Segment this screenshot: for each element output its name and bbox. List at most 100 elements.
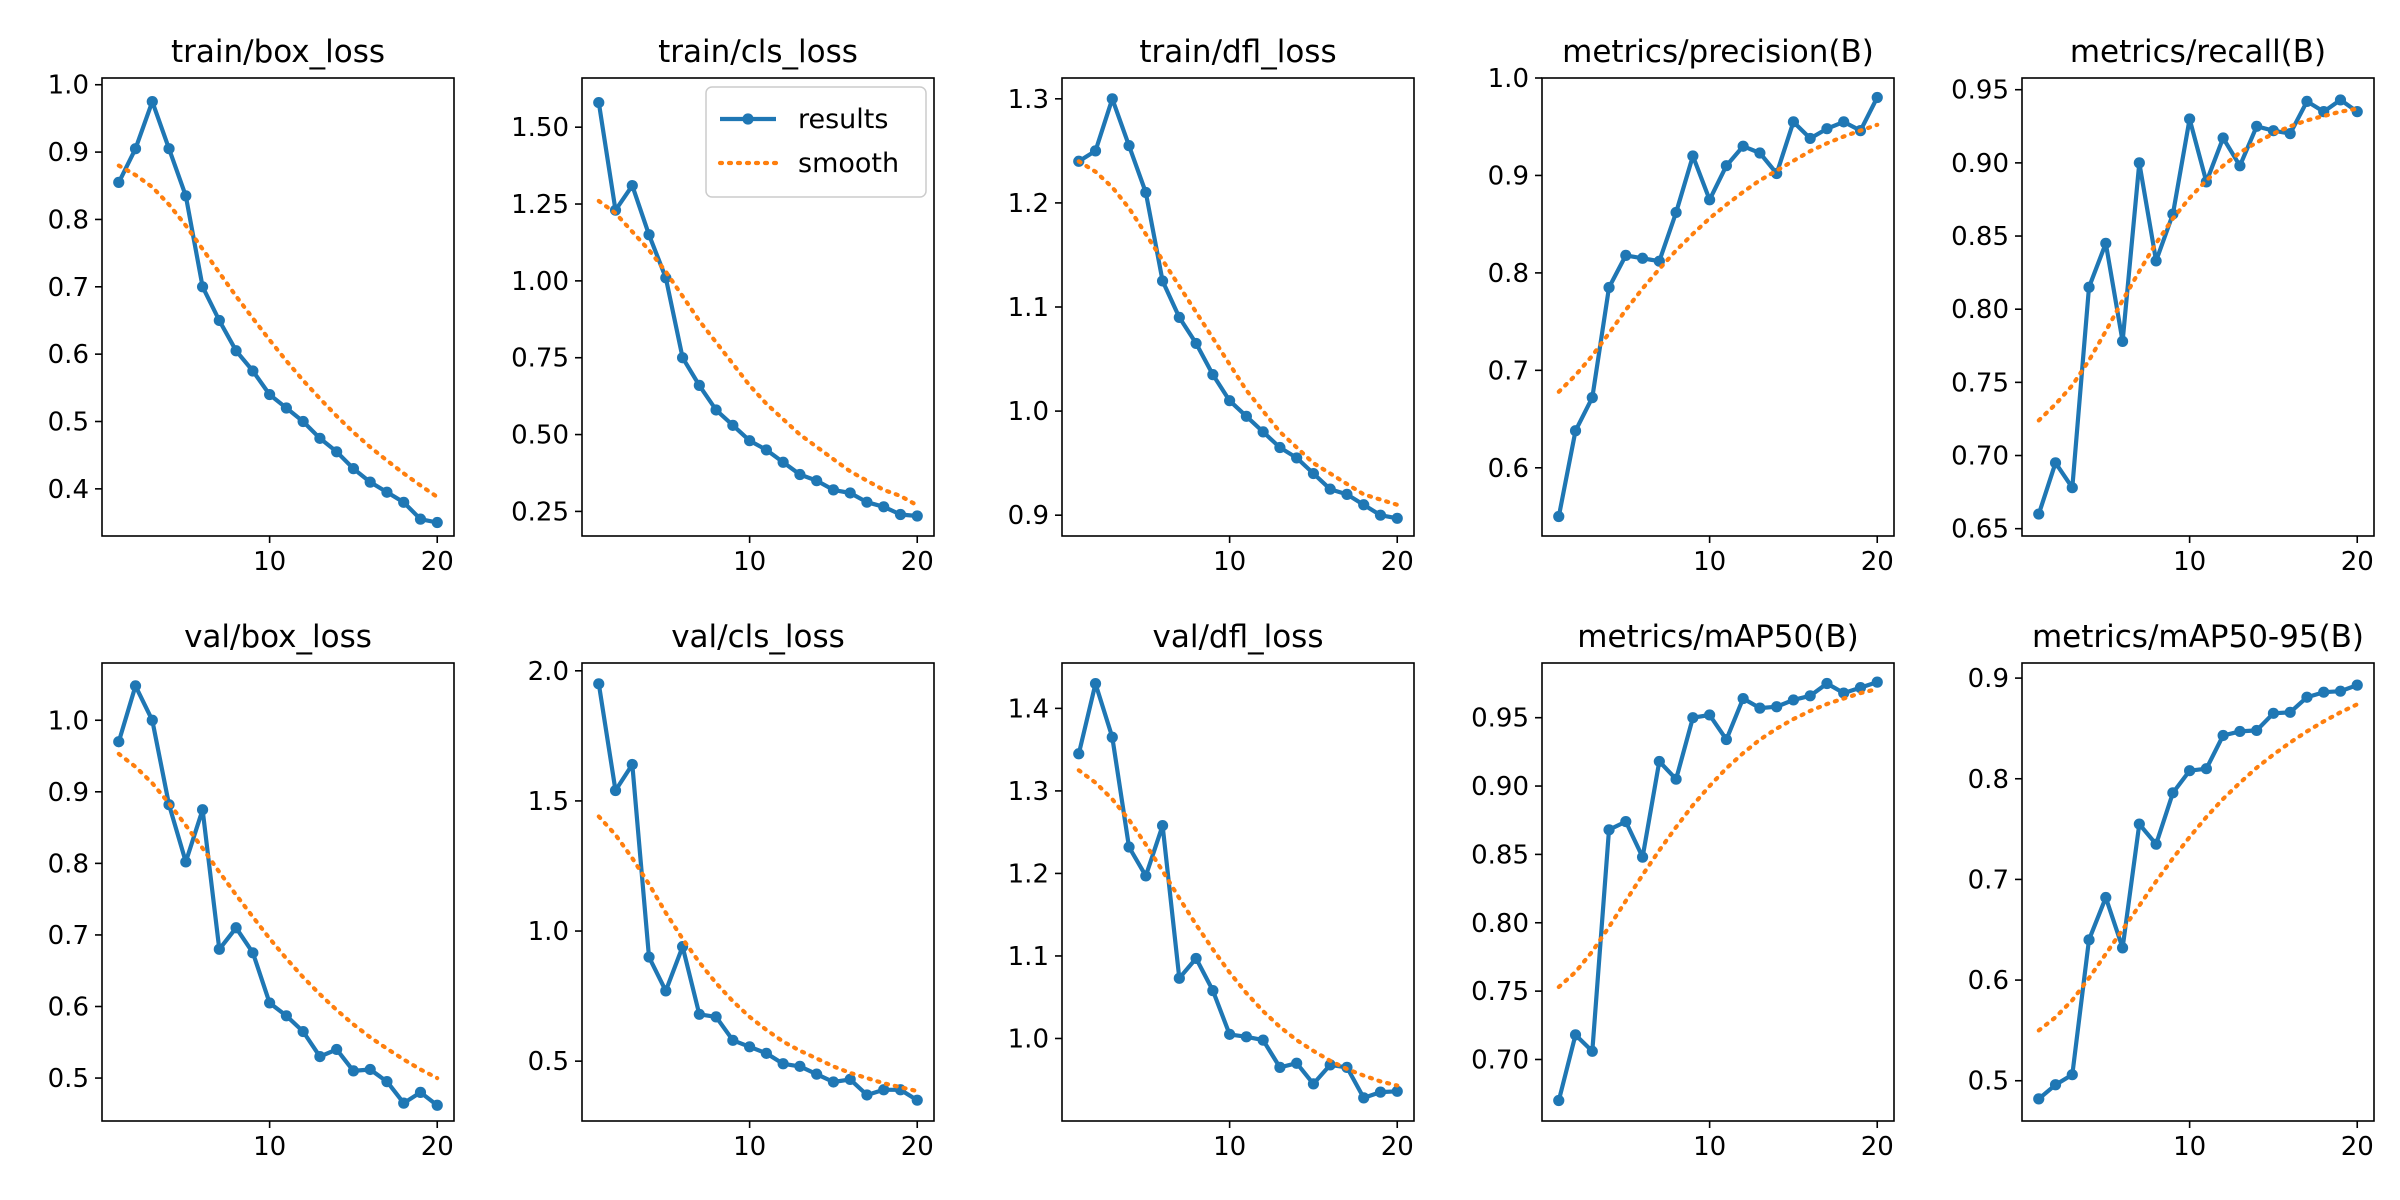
chart-metrics-map50-b-title: metrics/mAP50(B) [1577,619,1858,655]
chart-train-dfl-loss-results-point [1123,140,1135,152]
chart-train-cls-loss-results-point [676,352,689,364]
chart-train-box-loss-results-point [129,143,142,155]
chart-metrics-map50-95-b-ytick-label: 0.7 [1968,865,2009,895]
chart-metrics-map50-b-xtick-label: 20 [1861,1132,1894,1162]
chart-val-box-loss-results-point [280,1010,292,1022]
chart-metrics-precision-b-ytick-label: 0.8 [1488,259,1529,289]
chart-metrics-map50-95-b-results-point [2033,1093,2045,1105]
chart-val-box-loss-ytick-label: 0.5 [48,1064,89,1094]
chart-train-dfl-loss-results-point [1240,410,1252,422]
chart-val-dfl-loss-results-point [1089,678,1102,690]
chart-train-cls-loss-ytick-label: 1.25 [511,190,569,220]
chart-metrics-recall-b-results-point [2150,255,2162,267]
chart-metrics-map50-b-ytick-label: 0.75 [1471,977,1529,1007]
chart-train-box-loss-results-point [230,345,242,357]
chart-train-dfl-loss-ytick-label: 1.1 [1008,293,1049,323]
chart-val-cls-loss-results-point [727,1034,739,1046]
chart-metrics-precision-b-results-point [1670,206,1682,219]
chart-metrics-map50-b-results-point [1720,733,1732,746]
chart-metrics-map50-95-b-results-point [2133,818,2145,830]
chart-metrics-map50-95-b-results-point [2267,707,2280,719]
chart-metrics-map50-b-results-point [1804,690,1816,702]
chart-val-dfl-loss-results-point [1358,1092,1370,1104]
chart-metrics-recall-b-results-point [2284,128,2296,140]
chart-metrics-map50-b-ytick-label: 0.80 [1471,909,1529,939]
chart-train-box-loss-results-point [331,446,343,458]
chart-val-box-loss-results-point [414,1086,427,1098]
chart-metrics-map50-95-b-results-point [2083,934,2095,946]
chart-train-cls-loss-title: train/cls_loss [658,34,858,70]
chart-train-cls-loss-results-point [794,468,806,481]
chart-metrics-recall-b-results-point [2116,335,2129,347]
chart-metrics-recall-b-ytick-label: 0.90 [1951,149,2009,179]
chart-metrics-precision-b-results-point [1603,281,1615,294]
chart-metrics-precision-b-axes-frame [1541,77,1895,537]
chart-train-dfl-loss-xtick-label: 10 [1213,547,1246,577]
chart-metrics-recall-b-ytick-label: 0.65 [1951,515,2009,545]
chart-val-dfl-loss-results-point [1240,1031,1252,1043]
chart-val-dfl-loss-results-point [1173,972,1185,984]
chart-metrics-map50-95-b-results-point [2116,942,2129,954]
chart-metrics-map50-95-b-results-point [2234,725,2246,738]
chart-metrics-map50-b-ytick-label: 0.95 [1471,704,1529,734]
chart-val-cls-loss-smooth-line [596,814,920,1094]
chart-train-box-loss-axes-frame [101,77,455,537]
chart-metrics-map50-95-b-title: metrics/mAP50-95(B) [2032,619,2364,655]
chart-train-box-loss-results-point [213,314,225,327]
chart-train-dfl-loss-results-point [1140,186,1152,199]
chart-metrics-map50-b-results-point [1838,687,1850,699]
chart-val-cls-loss-xtick-label: 10 [733,1132,766,1162]
chart-train-cls-loss-xtick-label: 10 [733,547,766,577]
chart-val-dfl-loss-xtick-label: 20 [1381,1132,1414,1162]
chart-metrics-map50-95-b-results-point [2184,765,2196,777]
chart-val-box-loss-results-point [146,714,158,726]
chart-val-box-loss-title: val/box_loss [184,619,372,655]
chart-metrics-recall-b-xtick-label: 20 [2341,547,2374,577]
chart-metrics-recall-b-results-point [2184,113,2196,125]
chart-val-box-loss-results-point [431,1099,443,1111]
chart-val-cls-loss-results-point [811,1068,823,1080]
chart-train-box-loss-results-point [364,476,376,488]
chart-val-box-loss-ytick-label: 0.9 [48,778,89,808]
chart-train-cls-loss-results-point [760,444,772,456]
chart-val-dfl-loss-results-point [1324,1059,1336,1071]
chart-metrics-recall-b-ytick-label: 0.85 [1951,222,2009,252]
chart-val-box-loss-results-point [230,922,242,934]
chart-train-dfl-loss-results-point [1173,311,1185,324]
chart-metrics-map50-b-results-point [1704,709,1716,721]
chart-metrics-map50-95-b-ytick-label: 0.9 [1968,664,2009,694]
chart-metrics-map50-b-results-point [1636,851,1649,863]
chart-val-dfl-loss-ytick-label: 1.0 [1008,1024,1049,1054]
chart-train-dfl-loss-results-point [1307,467,1320,480]
chart-metrics-map50-95-b-results-point [2251,724,2263,737]
chart-metrics-precision-b-title: metrics/precision(B) [1562,34,1874,70]
chart-train-cls-loss-results-point [777,456,789,468]
chart-metrics-recall-b-results-point [2133,157,2145,169]
chart-val-box-loss-results-point [180,856,192,868]
chart-metrics-map50-95-b-smooth-line [2036,702,2360,1033]
chart-val-dfl-loss-ytick-label: 1.3 [1008,777,1049,807]
chart-val-dfl-loss-results-point [1274,1061,1286,1073]
chart-train-dfl-loss-results-point [1190,337,1202,350]
chart-val-dfl-loss-results-point [1257,1034,1269,1046]
chart-train-box-loss-results-point [297,415,309,428]
chart-val-box-loss-results-point [297,1025,309,1038]
chart-metrics-recall-b: metrics/recall(B) 0.65 0.70 0.75 0.80 0.85 0.9… [1951,34,2375,577]
chart-train-dfl-loss-xtick-label: 20 [1381,547,1414,577]
chart-metrics-map50-95-b-results-point [2217,729,2229,742]
chart-metrics-map50-b-results-point [1670,773,1682,785]
chart-train-cls-loss-results-point [593,96,605,109]
chart-metrics-map50-95-b-results-point [2066,1069,2078,1081]
chart-metrics-recall-b-title: metrics/recall(B) [2070,34,2326,70]
chart-metrics-precision-b-results-point [1737,140,1749,152]
chart-metrics-map50-95-b-results-point [2284,706,2296,718]
chart-val-dfl-loss-results-point [1190,952,1202,965]
chart-val-cls-loss-results-point [660,985,672,997]
chart-val-cls-loss-results-point [827,1076,840,1088]
chart-val-box-loss-results-point [364,1063,376,1076]
chart-val-dfl-loss-results-point [1391,1085,1403,1097]
chart-metrics-precision-b-results-point [1838,116,1850,128]
chart-metrics-map50-95-b-results-point [2351,679,2363,691]
